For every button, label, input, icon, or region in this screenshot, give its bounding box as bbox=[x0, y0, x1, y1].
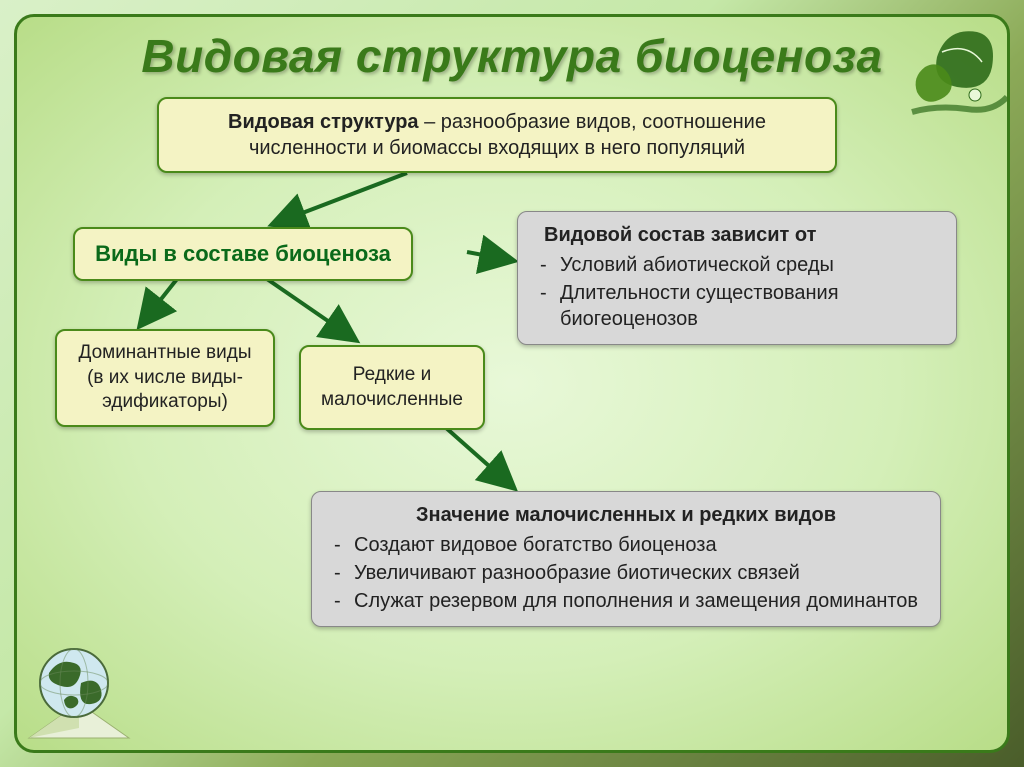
definition-term: Видовая структура bbox=[228, 111, 419, 133]
rare-line: Редкие и малочисленные bbox=[313, 363, 471, 412]
dominant-line: (в их числе виды-эдификаторы) bbox=[71, 366, 259, 415]
depends-on-item: Длительности существования биогеоценозов bbox=[532, 280, 942, 332]
dominant-line: Доминантные виды bbox=[71, 341, 259, 366]
species-in-composition-box: Виды в составе биоценоза bbox=[73, 227, 413, 281]
significance-title: Значение малочисленных и редких видов bbox=[326, 502, 926, 528]
significance-item: Создают видовое богатство биоценоза bbox=[326, 532, 926, 558]
significance-list: Создают видовое богатство биоценоза Увел… bbox=[326, 532, 926, 614]
depends-on-list: Условий абиотической среды Длительности … bbox=[532, 252, 942, 332]
globe-icon bbox=[19, 628, 139, 748]
dominant-species-box: Доминантные виды (в их числе виды-эдифик… bbox=[55, 329, 275, 427]
significance-item: Увеличивают разнообразие биотических свя… bbox=[326, 560, 926, 586]
significance-item: Служат резервом для пополнения и замещен… bbox=[326, 588, 926, 614]
depends-on-item: Условий абиотической среды bbox=[532, 252, 942, 278]
slide-frame: Видовая структура биоценоза Видовая стру… bbox=[14, 14, 1010, 753]
diagram-area: Видовая структура – разнообразие видов, … bbox=[17, 97, 1007, 697]
rare-species-box: Редкие и малочисленные bbox=[299, 345, 485, 430]
definition-box: Видовая структура – разнообразие видов, … bbox=[157, 97, 837, 173]
slide-title: Видовая структура биоценоза bbox=[17, 29, 1007, 83]
depends-on-box: Видовой состав зависит от Условий абиоти… bbox=[517, 211, 957, 345]
depends-on-title: Видовой состав зависит от bbox=[532, 222, 942, 248]
significance-box: Значение малочисленных и редких видов Со… bbox=[311, 491, 941, 627]
species-in-label: Виды в составе биоценоза bbox=[95, 241, 391, 266]
